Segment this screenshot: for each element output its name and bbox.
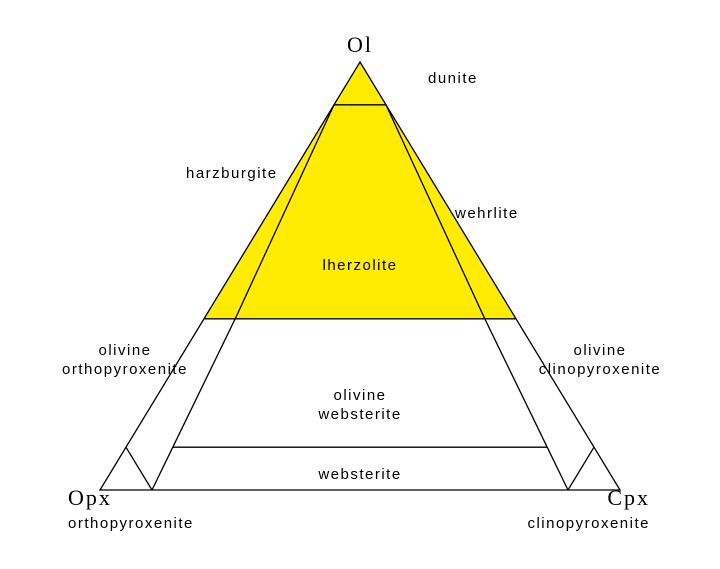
apex-cpx-label: Cpx [607,485,650,510]
clinopyroxenite-label: clinopyroxenite [527,515,650,532]
olivine-cpxite-label-2: clinopyroxenite [539,361,662,378]
harzburgite-label: harzburgite [186,165,278,182]
websterite-left-drop [152,447,173,490]
cpx-corner-line [568,447,594,490]
olivine-websterite-label-2: websterite [317,406,401,423]
ternary-diagram: Ol Opx Cpx dunite harzburgite wehrlite l… [0,0,720,569]
apex-opx-label: Opx [68,485,112,510]
peridotite-fill [204,62,516,319]
olivine-websterite-label-1: olivine [333,387,386,404]
dunite-label: dunite [428,70,478,87]
olivine-opxite-label-2: orthopyroxenite [62,361,188,378]
olivine-websterite-right [485,319,547,447]
websterite-label: websterite [317,466,401,483]
olivine-opxite-label-1: olivine [98,342,151,359]
websterite-right-drop [547,447,568,490]
orthopyroxenite-label: orthopyroxenite [68,515,194,532]
wehrlite-label: wehrlite [454,205,519,222]
opx-corner-line [126,447,152,490]
olivine-cpxite-label-1: olivine [573,342,626,359]
apex-ol-label: Ol [347,32,373,57]
lherzolite-label: lherzolite [322,257,397,274]
olivine-websterite-left [173,319,235,447]
